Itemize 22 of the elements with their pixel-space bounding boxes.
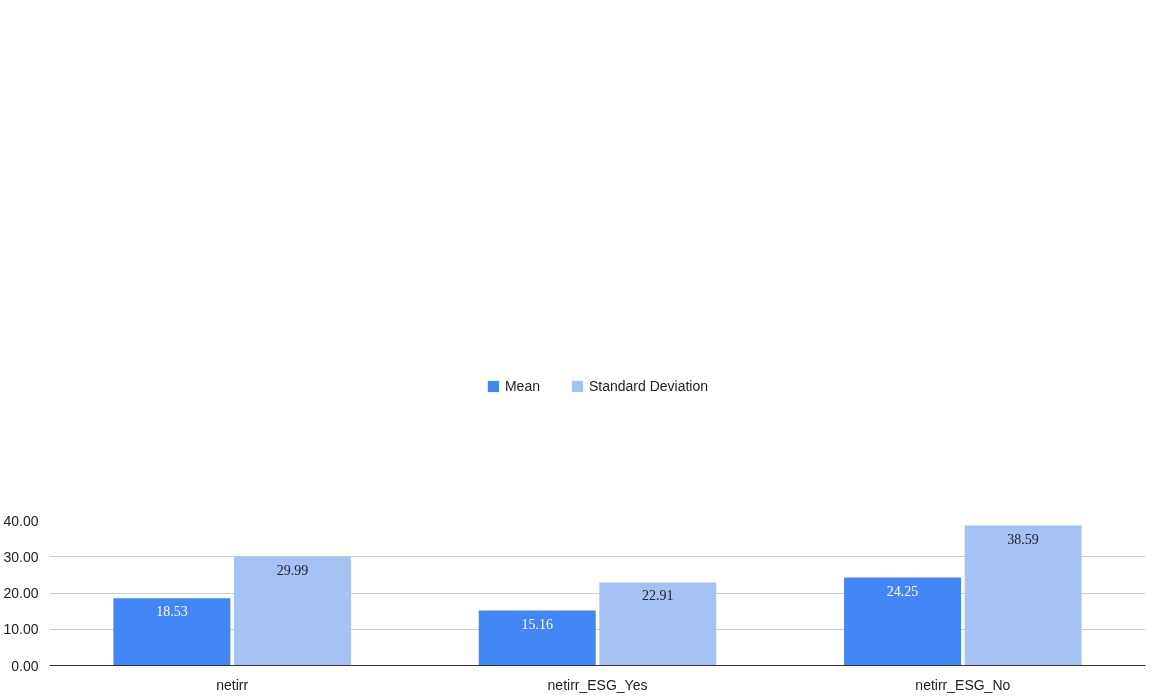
- data-label: 38.59: [1007, 531, 1039, 547]
- x-tick-label: netirr_ESG_No: [915, 676, 1011, 693]
- y-tick-label: 30.00: [3, 548, 39, 565]
- data-label: 22.91: [642, 588, 674, 604]
- bar: [844, 577, 962, 666]
- legend-label: Mean: [504, 378, 540, 394]
- data-label: 24.25: [886, 583, 919, 599]
- x-tick-label: netirr_ESG_Yes: [547, 676, 648, 693]
- bar: [478, 610, 596, 666]
- y-tick-label: 20.00: [3, 585, 39, 601]
- y-tick-label: 0.00: [11, 657, 39, 674]
- bar: [113, 598, 231, 666]
- data-label: 15.16: [521, 616, 553, 632]
- x-tick-label: netirr: [216, 676, 249, 693]
- y-tick-label: 40.00: [3, 512, 39, 529]
- bar: [964, 525, 1082, 666]
- y-tick-label: 10.00: [3, 621, 39, 638]
- bar: [599, 582, 717, 666]
- data-label: 29.99: [276, 562, 309, 578]
- bar: [233, 556, 351, 666]
- legend-label: Standard Deviation: [588, 378, 709, 394]
- data-label: 18.53: [156, 604, 188, 620]
